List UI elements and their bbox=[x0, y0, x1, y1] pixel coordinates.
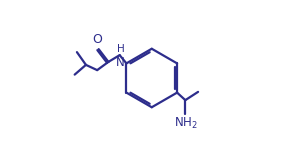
Text: N: N bbox=[116, 56, 125, 69]
Text: O: O bbox=[92, 33, 102, 46]
Text: NH$_2$: NH$_2$ bbox=[174, 116, 198, 131]
Text: H: H bbox=[116, 44, 124, 54]
